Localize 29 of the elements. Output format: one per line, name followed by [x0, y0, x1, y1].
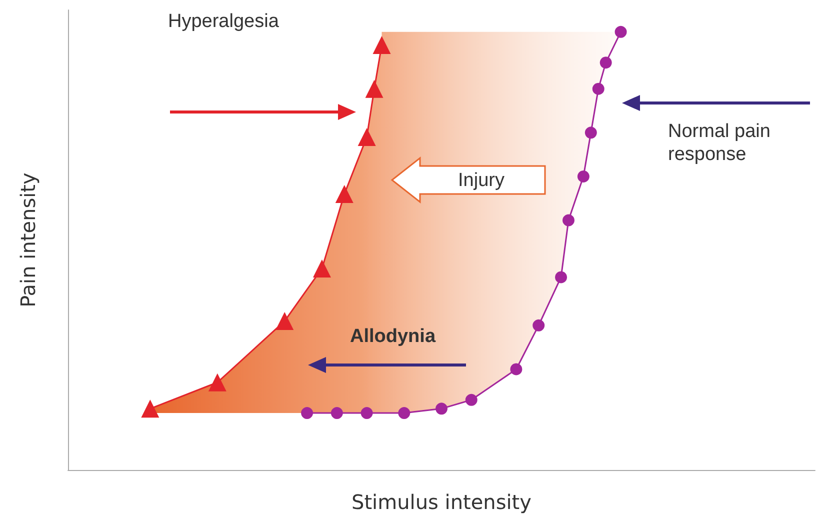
- point: [330, 407, 343, 420]
- point: [614, 26, 627, 38]
- point: [141, 400, 160, 418]
- point: [301, 407, 314, 420]
- annotation: Allodynia: [350, 325, 437, 348]
- point: [577, 170, 590, 182]
- point: [562, 214, 574, 226]
- point: [600, 56, 612, 69]
- point: [398, 407, 410, 420]
- point: [436, 402, 448, 415]
- point: [555, 271, 568, 284]
- x-axis-title: Stimulus intensity: [352, 490, 532, 514]
- annotation: Hyperalgesia: [168, 10, 280, 33]
- point: [510, 363, 522, 376]
- point: [335, 185, 354, 203]
- point: [208, 373, 226, 392]
- annotation: Normal pain response: [668, 120, 772, 166]
- point: [592, 82, 604, 95]
- point: [532, 319, 545, 332]
- point: [372, 36, 391, 54]
- point: [584, 126, 597, 139]
- point: [358, 128, 376, 146]
- point: [360, 407, 373, 420]
- point: [465, 394, 478, 406]
- point: [365, 80, 384, 98]
- annotation: Injury: [458, 169, 506, 192]
- point: [312, 259, 331, 278]
- point: [276, 312, 294, 330]
- y-axis-title: Pain intensity: [16, 172, 40, 308]
